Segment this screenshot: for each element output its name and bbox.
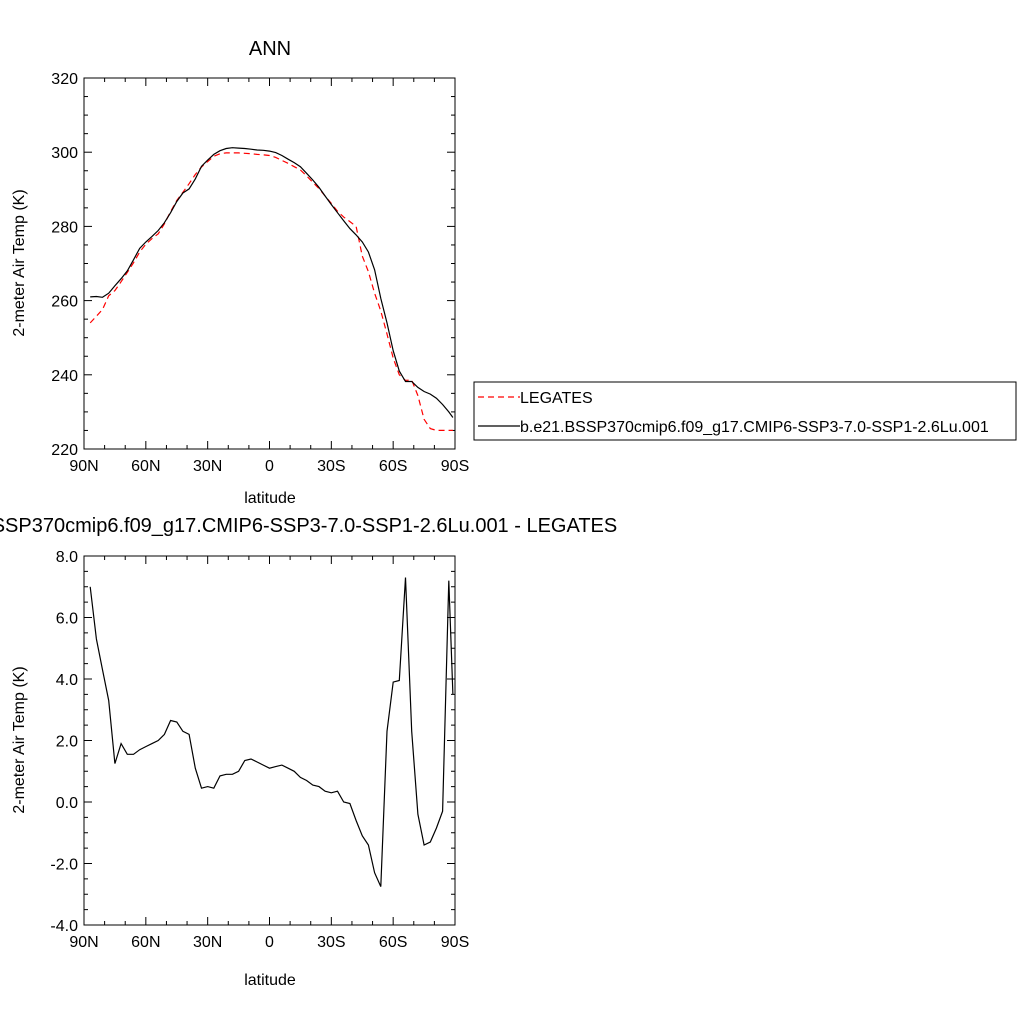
top-y-axis-label: 2-meter Air Temp (K): [11, 189, 28, 336]
top-xtick-label: 90N: [69, 458, 98, 475]
legend-label-legates: LEGATES: [520, 390, 593, 407]
bottom-chart-title: b.e21.BSSP370cmip6.f09_g17.CMIP6-SSP3-7.…: [0, 515, 617, 537]
top-series-line-0: [89, 152, 453, 431]
bottom-ytick-label: 8.0: [56, 549, 78, 566]
top-xtick-labels: 90N 60N 30N 0 30S 60S 90S: [69, 458, 469, 475]
top-axis-ticks: [83, 77, 456, 450]
bottom-xtick-label: 90N: [69, 934, 98, 951]
bottom-ytick-label: -4.0: [50, 918, 78, 935]
top-ytick-label: 260: [51, 294, 78, 311]
bottom-ytick-label: 6.0: [56, 611, 78, 628]
bottom-ytick-label: -2.0: [50, 857, 78, 874]
bottom-axis-ticks: [83, 555, 456, 926]
bottom-xtick-label: 30S: [317, 934, 345, 951]
top-ytick-label: 220: [51, 442, 78, 459]
bottom-series-line-0: [89, 577, 454, 887]
top-xtick-label: 60N: [131, 458, 160, 475]
bottom-panel: b.e21.BSSP370cmip6.f09_g17.CMIP6-SSP3-7.…: [0, 515, 617, 989]
top-ytick-label: 320: [51, 71, 78, 88]
bottom-xtick-label: 60S: [379, 934, 407, 951]
top-plot-frame: [83, 77, 456, 450]
top-x-axis-label: latitude: [244, 490, 296, 507]
top-ytick-labels: 220 240 260 280 300 320: [51, 71, 78, 459]
bottom-xtick-label: 90S: [441, 934, 469, 951]
top-xtick-label: 60S: [379, 458, 407, 475]
legend-box: [473, 381, 1017, 441]
bottom-x-axis-label: latitude: [244, 972, 296, 989]
bottom-ytick-labels: -4.0 -2.0 0.0 2.0 4.0 6.0 8.0: [50, 549, 78, 935]
top-xtick-label: 90S: [441, 458, 469, 475]
top-xtick-label: 30S: [317, 458, 345, 475]
bottom-xtick-label: 60N: [131, 934, 160, 951]
bottom-xtick-label: 0: [265, 934, 274, 951]
bottom-ytick-label: 4.0: [56, 672, 78, 689]
legend: LEGATES b.e21.BSSP370cmip6.f09_g17.CMIP6…: [473, 381, 1017, 441]
top-ytick-label: 300: [51, 145, 78, 162]
top-series-lines: [89, 147, 454, 431]
top-xtick-label: 0: [265, 458, 274, 475]
bottom-plot-frame: [83, 555, 456, 926]
bottom-xtick-label: 30N: [193, 934, 222, 951]
top-series-line-1: [90, 147, 454, 418]
bottom-xtick-labels: 90N 60N 30N 0 30S 60S 90S: [69, 934, 469, 951]
top-xtick-label: 30N: [193, 458, 222, 475]
bottom-series-lines: [89, 577, 454, 887]
legend-label-model: b.e21.BSSP370cmip6.f09_g17.CMIP6-SSP3-7.…: [520, 419, 989, 436]
top-ytick-label: 280: [51, 219, 78, 236]
bottom-y-axis-label: 2-meter Air Temp (K): [11, 666, 28, 813]
top-chart-title: ANN: [249, 38, 291, 60]
top-ytick-label: 240: [51, 368, 78, 385]
bottom-ytick-label: 0.0: [56, 795, 78, 812]
bottom-ytick-label: 2.0: [56, 734, 78, 751]
